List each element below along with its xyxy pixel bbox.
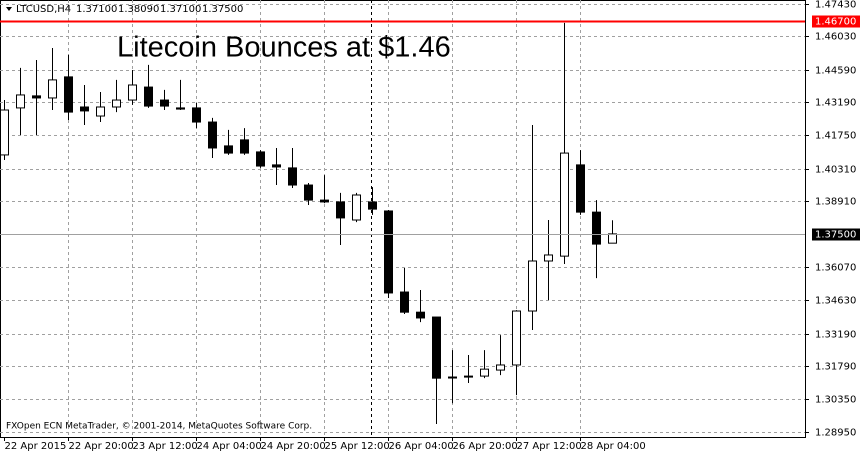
candle-body bbox=[608, 233, 617, 244]
price-label: 1.37500 bbox=[815, 230, 856, 241]
y-tick-label: 1.43190 bbox=[815, 98, 856, 109]
candle-body bbox=[400, 291, 409, 313]
candle-body bbox=[304, 184, 313, 201]
candle-body bbox=[352, 194, 361, 221]
candle-body bbox=[320, 199, 329, 203]
candle-body bbox=[560, 152, 569, 257]
candle-body bbox=[448, 376, 457, 379]
y-tick-label: 1.41750 bbox=[815, 131, 856, 142]
y-tick-label: 1.46030 bbox=[815, 32, 856, 43]
candle-body bbox=[464, 375, 473, 378]
header-value: 1.37100 bbox=[160, 4, 201, 15]
candle-body bbox=[64, 76, 73, 113]
candle-body bbox=[544, 254, 553, 262]
candle-body bbox=[112, 99, 121, 108]
y-tick-label: 1.47430 bbox=[815, 0, 856, 11]
candle-body bbox=[496, 364, 505, 371]
x-tick-label: 27 Apr 12:00 bbox=[517, 441, 582, 452]
y-tick-label: 1.28950 bbox=[815, 428, 856, 439]
price-label-box bbox=[812, 228, 860, 241]
candle-body bbox=[96, 106, 105, 117]
candle-body bbox=[160, 99, 169, 107]
candle-body bbox=[592, 211, 601, 245]
header-value: 1.38090 bbox=[118, 4, 159, 15]
x-tick-label: 25 Apr 12:00 bbox=[325, 441, 390, 452]
candle-body bbox=[16, 94, 25, 109]
header-value: 1.37500 bbox=[202, 4, 243, 15]
y-tick-label: 1.38910 bbox=[815, 197, 856, 208]
candle-body bbox=[416, 311, 425, 319]
candle-body bbox=[480, 368, 489, 377]
chart-title: Litecoin Bounces at $1.46 bbox=[117, 32, 451, 64]
x-tick-label: 26 Apr 20:00 bbox=[453, 441, 518, 452]
plot-frame bbox=[0, 0, 806, 438]
x-tick-label: 22 Apr 2015 bbox=[5, 441, 67, 452]
candle-body bbox=[576, 164, 585, 213]
candle-body bbox=[48, 79, 57, 99]
y-tick-label: 1.30350 bbox=[815, 395, 856, 406]
candle-body bbox=[208, 121, 217, 149]
x-tick-label: 24 Apr 04:00 bbox=[197, 441, 262, 452]
candle-body bbox=[336, 201, 345, 219]
candle-body bbox=[80, 106, 89, 112]
candle-body bbox=[384, 210, 393, 294]
y-tick-label: 1.33190 bbox=[815, 330, 856, 341]
candle-body bbox=[128, 84, 137, 101]
candle-body bbox=[240, 139, 249, 154]
y-tick-label: 1.44590 bbox=[815, 66, 856, 77]
candle-body bbox=[192, 107, 201, 123]
header-value: 1.37100 bbox=[76, 4, 117, 15]
candle-body bbox=[0, 109, 9, 156]
x-tick-label: 23 Apr 12:00 bbox=[133, 441, 198, 452]
candle-body bbox=[368, 201, 377, 210]
candle-body bbox=[256, 151, 265, 167]
x-tick-label: 22 Apr 20:00 bbox=[69, 441, 134, 452]
candle-body bbox=[288, 167, 297, 186]
candles bbox=[0, 22, 617, 425]
y-tick-label: 1.36070 bbox=[815, 263, 856, 274]
candle-body bbox=[144, 86, 153, 107]
symbol: LTCUSD,H4 bbox=[16, 4, 71, 15]
candle-body bbox=[512, 310, 521, 366]
menu-arrow bbox=[6, 7, 12, 11]
x-tick-label: 26 Apr 04:00 bbox=[389, 441, 454, 452]
price-label: 1.46700 bbox=[815, 17, 856, 28]
candle-body bbox=[528, 260, 537, 312]
y-tick-label: 1.34630 bbox=[815, 296, 856, 307]
candle-body bbox=[272, 164, 281, 168]
footer: FXOpen ECN MetaTrader, © 2001-2014, Meta… bbox=[6, 422, 312, 432]
x-tick-label: 24 Apr 20:00 bbox=[261, 441, 326, 452]
candle-body bbox=[32, 95, 41, 99]
candle-body bbox=[224, 145, 233, 154]
y-tick-label: 1.40310 bbox=[815, 165, 856, 176]
price-label-box bbox=[812, 15, 860, 28]
x-tick-label: 28 Apr 04:00 bbox=[581, 441, 646, 452]
y-tick-label: 1.31790 bbox=[815, 362, 856, 373]
candle-body bbox=[432, 316, 441, 379]
candle-body bbox=[176, 107, 185, 110]
